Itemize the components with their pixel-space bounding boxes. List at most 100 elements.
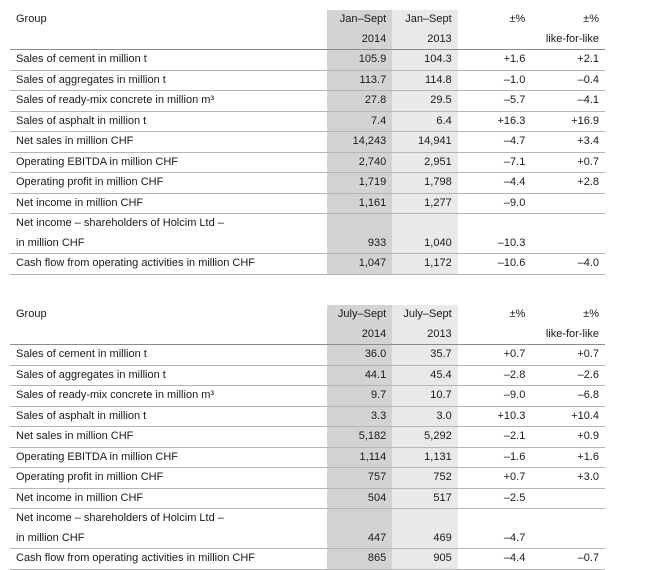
value-prior: 1,131 (392, 447, 458, 468)
value-lfl-pct: +10.4 (531, 406, 605, 427)
row-label: Cash flow from operating activities in m… (10, 253, 327, 275)
row-label: Net income – shareholders of Holcim Ltd … (16, 217, 224, 230)
value-lfl-pct (531, 193, 605, 214)
value-current: 1,161 (326, 193, 393, 214)
value-current: 36.0 (326, 344, 393, 366)
header-like-for-like: like-for-like (531, 324, 605, 345)
value-lfl-pct (531, 528, 605, 549)
value-change-pct: +1.6 (457, 49, 532, 71)
header-like-for-like: like-for-like (531, 29, 605, 50)
row-label: Net income in million CHF (10, 488, 327, 509)
table-row: Net income in million CHF 1,161 1,277 –9.0 (10, 193, 605, 214)
value-lfl-pct (531, 488, 605, 509)
table-jan-sept: Group Jan–Sept Jan–Sept ±% ±% 2014 2013 … (10, 10, 605, 275)
table-header-row: Group July–Sept July–Sept ±% ±% (10, 305, 605, 325)
value-lfl-pct: –0.4 (531, 70, 605, 91)
table-july-sept: Group July–Sept July–Sept ±% ±% 2014 201… (10, 305, 605, 570)
header-pct: ±% (509, 308, 526, 321)
table-row: Operating EBITDA in million CHF 2,740 2,95… (10, 152, 605, 173)
row-label: Net sales in million CHF (10, 131, 327, 153)
table-row: Net sales in million CHF 5,182 5,292 –2.1 +0… (10, 426, 605, 448)
value-change-pct: –4.7 (457, 131, 532, 153)
row-label: Sales of cement in million t (10, 344, 327, 366)
table-row: Sales of cement in million t 36.0 35.7 +0.7… (10, 344, 605, 366)
table-row: Net income in million CHF 504 517 –2.5 (10, 488, 605, 509)
value-prior: 10.7 (392, 385, 458, 407)
row-label: Sales of aggregates in million t (10, 70, 327, 91)
table-row: Sales of asphalt in million t 7.4 6.4 +16.3… (10, 111, 605, 132)
value-lfl-pct: –4.0 (531, 253, 605, 275)
row-label: Net income in million CHF (10, 193, 327, 214)
row-label: Sales of asphalt in million t (10, 111, 327, 132)
table-row: Sales of asphalt in million t 3.3 3.0 +10.3… (10, 406, 605, 427)
table-row: Cash flow from operating activities in m… (10, 548, 605, 570)
table-row: Sales of ready-mix concrete in million m… (10, 90, 605, 112)
value-change-pct: –4.4 (457, 172, 532, 194)
row-label: Sales of ready-mix concrete in million m… (10, 385, 327, 407)
value-prior: 114.8 (392, 70, 458, 91)
value-current: 865 (326, 548, 393, 570)
value-change-pct: –4.4 (457, 548, 532, 570)
value-prior: 35.7 (392, 344, 458, 366)
value-prior: 104.3 (392, 49, 458, 71)
header-period-current: July–Sept (326, 305, 393, 325)
value-change-pct: –4.7 (457, 528, 532, 549)
value-current: 504 (326, 488, 393, 509)
value-prior: 1,277 (392, 193, 458, 214)
value-prior: 1,040 (392, 233, 458, 254)
value-prior: 5,292 (392, 426, 458, 448)
value-current: 1,719 (326, 172, 393, 194)
value-current: 14,243 (326, 131, 393, 153)
value-current: 1,114 (326, 447, 393, 468)
header-group: Group (16, 308, 47, 321)
header-lfl-pct: ±% (583, 13, 599, 26)
value-lfl-pct: +2.1 (531, 49, 605, 71)
value-lfl-pct: +0.7 (531, 344, 605, 366)
value-lfl-pct: +1.6 (531, 447, 605, 468)
value-change-pct: –1.6 (457, 447, 532, 468)
value-current: 447 (326, 528, 393, 549)
table-row: in million CHF 447 469 –4.7 (10, 528, 605, 549)
value-change-pct: –2.8 (457, 365, 532, 386)
table-row: Sales of cement in million t 105.9 104.3 +1… (10, 49, 605, 71)
value-prior: 6.4 (392, 111, 458, 132)
value-current: 7.4 (326, 111, 393, 132)
value-change-pct: –1.0 (457, 70, 532, 91)
value-lfl-pct: –2.6 (531, 365, 605, 386)
value-lfl-pct: +3.0 (531, 467, 605, 489)
value-prior: 14,941 (392, 131, 458, 153)
value-current: 105.9 (326, 49, 393, 71)
header-year-current: 2014 (326, 29, 393, 50)
value-change-pct: –10.3 (457, 233, 532, 254)
value-prior: 2,951 (392, 152, 458, 173)
value-current: 44.1 (326, 365, 393, 386)
value-current: 3.3 (326, 406, 393, 427)
row-label: in million CHF (10, 233, 327, 254)
value-change-pct: +16.3 (457, 111, 532, 132)
value-lfl-pct: +2.8 (531, 172, 605, 194)
row-label: Sales of ready-mix concrete in million m… (10, 90, 327, 112)
value-prior: 517 (392, 488, 458, 509)
value-change-pct: +0.7 (457, 344, 532, 366)
value-prior: 45.4 (392, 365, 458, 386)
row-label: Sales of cement in million t (10, 49, 327, 71)
table-row: Operating EBITDA in million CHF 1,114 1,13… (10, 447, 605, 468)
value-current: 933 (326, 233, 393, 254)
value-lfl-pct: +16.9 (531, 111, 605, 132)
table-row: Operating profit in million CHF 757 752 +0.… (10, 467, 605, 489)
value-prior: 3.0 (392, 406, 458, 427)
value-change-pct: –5.7 (457, 90, 532, 112)
value-change-pct: –9.0 (457, 385, 532, 407)
table-row: Sales of aggregates in million t 113.7 114… (10, 70, 605, 91)
table-header-row: 2014 2013 like-for-like (10, 29, 605, 50)
row-label: in million CHF (10, 528, 327, 549)
value-change-pct: +10.3 (457, 406, 532, 427)
table-header-row: Group Jan–Sept Jan–Sept ±% ±% (10, 10, 605, 30)
table-row: Sales of ready-mix concrete in million m… (10, 385, 605, 407)
value-change-pct: –10.6 (457, 253, 532, 275)
table-row: Net income – shareholders of Holcim Ltd … (10, 213, 605, 234)
value-lfl-pct: +0.9 (531, 426, 605, 448)
value-current: 27.8 (326, 90, 393, 112)
table-row: Net sales in million CHF 14,243 14,941 –4.7… (10, 131, 605, 153)
value-current: 9.7 (326, 385, 393, 407)
